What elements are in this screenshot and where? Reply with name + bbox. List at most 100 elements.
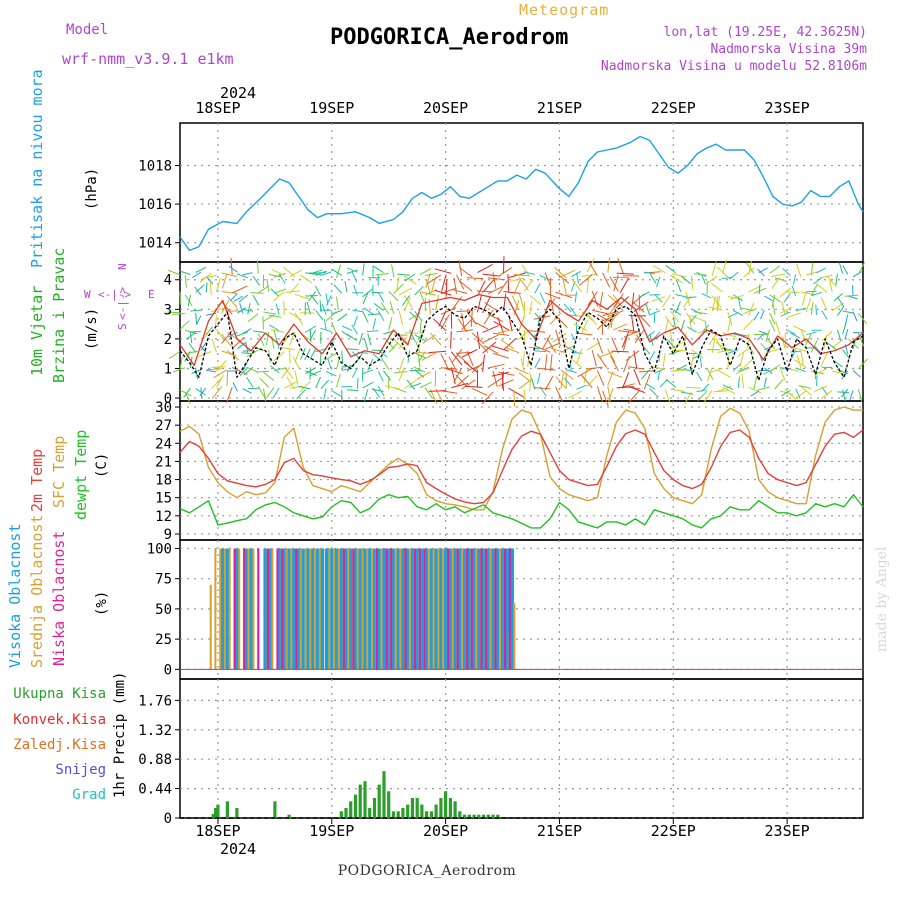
low-cloud-bar xyxy=(419,549,421,670)
wind-vector xyxy=(324,388,326,399)
total-precip-bar xyxy=(425,811,428,818)
wind-vector xyxy=(263,316,264,329)
wind-vector xyxy=(231,258,232,275)
wind-vector xyxy=(425,273,438,276)
wind-vector xyxy=(465,386,482,387)
total-precip-bar xyxy=(344,808,347,818)
wind-vector xyxy=(654,312,655,323)
wind-vector xyxy=(853,370,860,377)
wind-vector xyxy=(712,262,716,276)
wind-vector xyxy=(577,349,582,363)
wind-vector xyxy=(848,296,858,299)
wind-vector xyxy=(700,357,702,367)
wind-vector xyxy=(305,349,311,360)
wind-vector xyxy=(714,391,728,392)
precip-ylabel-unit: (mm) xyxy=(112,672,128,706)
y-tick-label: 1.32 xyxy=(138,723,172,739)
mid-cloud-bar xyxy=(252,549,254,670)
wind-vector xyxy=(514,391,515,407)
wind-vector xyxy=(352,310,363,312)
legend-frozen-rain: Zaledj.Kisa xyxy=(13,737,106,753)
wind-vector xyxy=(372,389,384,391)
y-tick-label: 1 xyxy=(164,361,172,377)
wind-vector xyxy=(587,342,600,350)
total-precip-bar xyxy=(392,811,395,818)
wind-vector xyxy=(338,314,347,321)
low-cloud-bar xyxy=(257,549,259,670)
wind-vector xyxy=(742,374,744,388)
wind-vector xyxy=(799,386,812,389)
mid-cloud-bar xyxy=(328,549,330,670)
direction-w-label: W xyxy=(84,288,91,301)
mid-cloud-bar xyxy=(362,549,364,670)
wind-vector xyxy=(196,267,206,272)
wind-vector xyxy=(577,273,579,284)
wind-vector xyxy=(770,266,780,274)
bottom-day-label: 23SEP xyxy=(765,822,810,840)
low-cloud-bar xyxy=(234,549,236,670)
total-precip-bar xyxy=(363,781,366,818)
wind-vector xyxy=(420,321,421,334)
wind-vector xyxy=(821,354,827,367)
wind-vector xyxy=(592,291,598,307)
wind-vector xyxy=(728,312,738,317)
wind-vector xyxy=(316,377,321,388)
wind-vector xyxy=(192,272,201,277)
wind-vector xyxy=(250,293,263,294)
wind-vector xyxy=(273,388,279,398)
wind-vector xyxy=(775,379,783,389)
wind-vector xyxy=(206,283,207,293)
wind-vector xyxy=(364,389,367,401)
wind-vector xyxy=(256,371,269,372)
total-precip-bar xyxy=(406,805,409,818)
wind-vector xyxy=(535,283,540,293)
wind-vector xyxy=(652,297,666,301)
mid-cloud-bar xyxy=(371,549,373,670)
station-title: PODGORICA_Aerodrom xyxy=(330,25,568,50)
wind-vector xyxy=(636,335,644,349)
direction-arrows-h: <-|-> xyxy=(98,288,131,301)
wind-vector xyxy=(471,311,472,327)
wind-vector xyxy=(821,390,832,399)
wind-vector xyxy=(622,332,629,348)
wind-vector xyxy=(723,387,736,394)
wind-vector xyxy=(788,313,801,317)
wind-vector xyxy=(592,350,596,366)
wind-gust-line xyxy=(180,295,863,366)
wind-vector xyxy=(639,292,650,298)
temp-2m-line xyxy=(180,430,863,504)
wind-vector xyxy=(845,295,859,296)
wind-vector xyxy=(523,351,524,365)
top-day-label: 18SEP xyxy=(195,99,240,117)
wind-vector xyxy=(229,266,237,272)
wind-vector xyxy=(535,351,546,352)
wind-vector xyxy=(392,264,394,277)
mid-cloud-bar xyxy=(475,549,477,670)
wind-vector xyxy=(597,338,603,353)
wind-vector xyxy=(212,386,222,398)
wind-vector xyxy=(592,310,608,314)
wind-vector xyxy=(300,275,312,283)
wind-vector xyxy=(248,314,258,322)
precip-panel-frame xyxy=(180,679,863,818)
temp-panel-frame xyxy=(180,401,863,540)
wind-vector xyxy=(180,292,181,305)
wind-vector xyxy=(534,388,551,389)
wind-vector xyxy=(793,274,795,285)
wind-vector xyxy=(514,280,520,295)
wind-vector xyxy=(608,257,610,272)
wind-vector xyxy=(785,292,799,293)
wind-vector xyxy=(223,273,228,288)
total-precip-bar xyxy=(382,771,385,818)
wind-vector xyxy=(587,376,597,387)
wind-vector xyxy=(222,273,237,277)
wind-vector xyxy=(337,374,341,387)
wind-vector xyxy=(239,295,248,302)
pressure-ylabel: Pritisak na nivou mora xyxy=(28,69,46,268)
wind-vector xyxy=(363,382,374,388)
total-precip-bar xyxy=(435,805,438,818)
total-precip-bar xyxy=(373,798,376,818)
wind-vector xyxy=(485,303,499,312)
pressure-panel-frame xyxy=(180,123,863,262)
